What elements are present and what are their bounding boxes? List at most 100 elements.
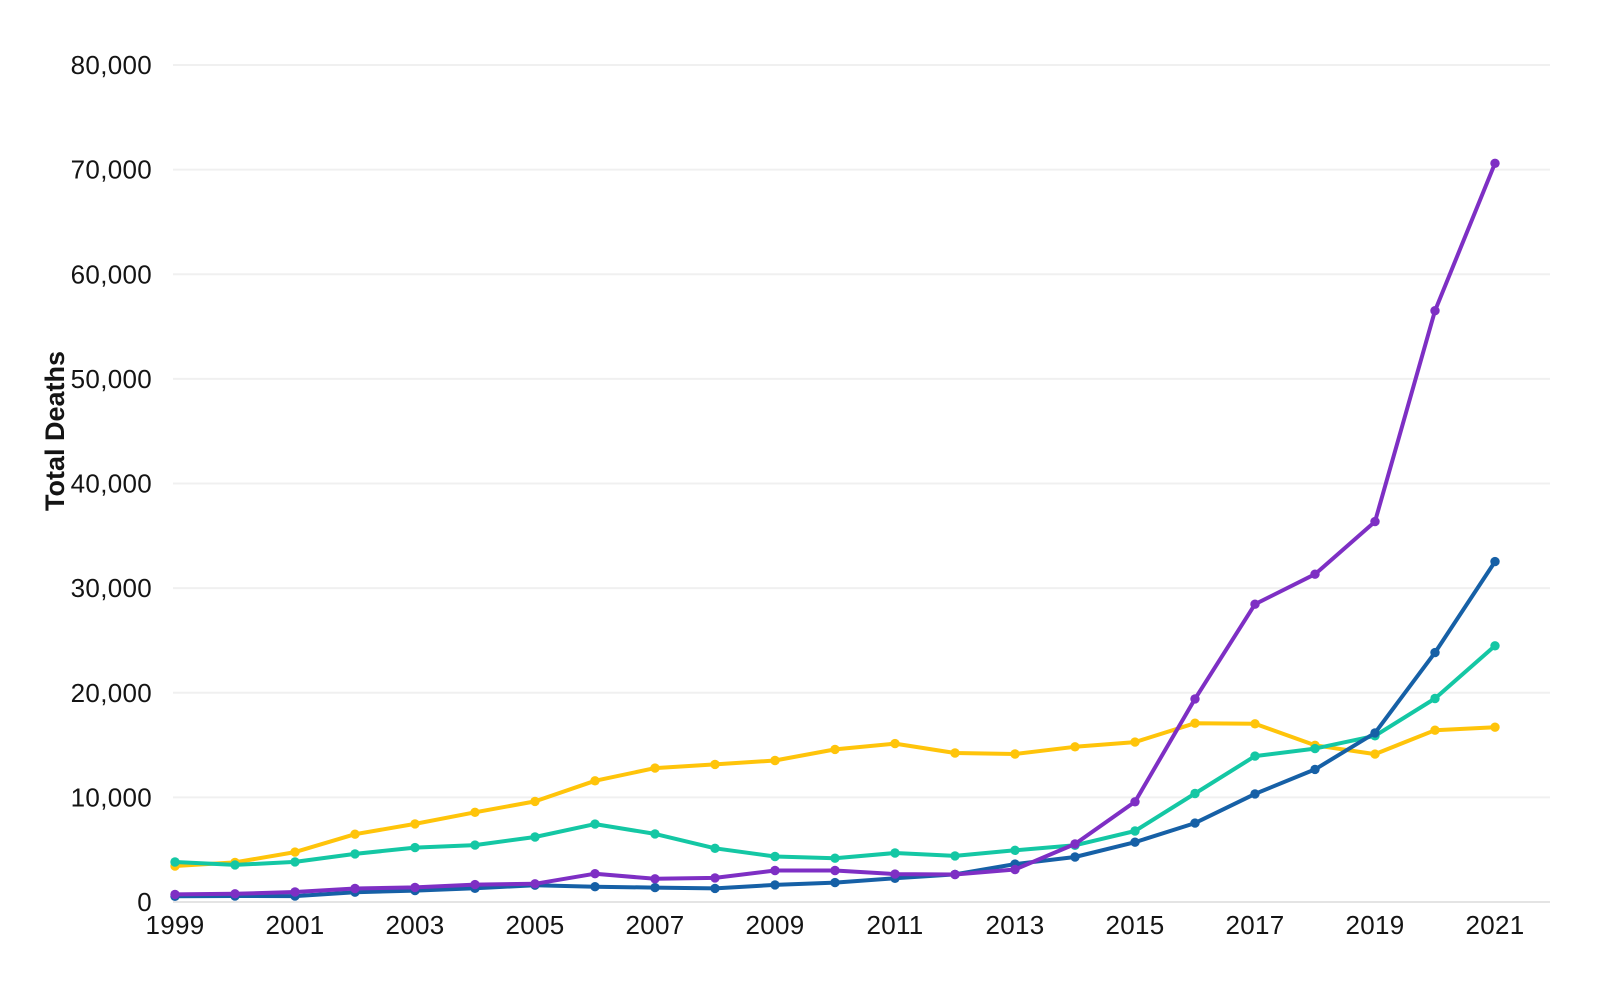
x-tick-labels: 1999 2001 2003 2005 2007 2009 2011 2013 2015 2017… bbox=[145, 910, 1524, 940]
data-point-purple bbox=[1250, 599, 1260, 609]
y-tick-labels: 0 10,000 20,000 30,000 40,000 50,000 60,000 70,… bbox=[71, 50, 152, 917]
data-point-teal bbox=[1310, 743, 1320, 754]
data-point-teal bbox=[770, 851, 780, 862]
data-point-yellow bbox=[410, 819, 420, 829]
data-point-teal bbox=[350, 849, 360, 859]
data-point-yellow bbox=[1190, 718, 1200, 728]
data-point-teal bbox=[410, 842, 420, 853]
series-line-blue bbox=[173, 559, 1497, 899]
data-point-teal bbox=[1490, 641, 1500, 651]
data-point-teal bbox=[590, 819, 600, 829]
y-tick-label: 10,000 bbox=[71, 782, 152, 812]
data-point-teal bbox=[170, 857, 180, 867]
data-point-yellow bbox=[590, 776, 600, 786]
data-point-purple bbox=[170, 889, 180, 900]
data-point-teal bbox=[1250, 751, 1260, 761]
data-point-blue bbox=[1250, 789, 1260, 799]
x-tick-label: 2013 bbox=[985, 910, 1044, 940]
data-point-yellow bbox=[830, 744, 840, 755]
data-point-blue bbox=[650, 882, 660, 893]
data-point-yellow bbox=[1070, 742, 1080, 752]
data-point-teal bbox=[530, 832, 540, 842]
y-tick-label: 30,000 bbox=[71, 573, 152, 603]
data-point-teal bbox=[1430, 693, 1440, 704]
data-point-purple bbox=[770, 865, 780, 876]
data-point-yellow bbox=[1370, 749, 1380, 759]
data-point-blue bbox=[1070, 852, 1080, 862]
y-tick-label: 80,000 bbox=[71, 50, 152, 80]
data-point-purple bbox=[410, 882, 420, 893]
data-point-purple bbox=[1490, 158, 1500, 168]
data-point-yellow bbox=[1010, 749, 1020, 759]
data-point-purple bbox=[350, 883, 360, 894]
data-point-teal bbox=[830, 853, 840, 863]
data-point-yellow bbox=[770, 755, 780, 766]
data-point-purple bbox=[710, 873, 720, 883]
data-point-blue bbox=[710, 883, 720, 894]
x-tick-label: 1999 bbox=[145, 910, 204, 940]
data-point-purple bbox=[650, 874, 660, 884]
y-tick-label: 50,000 bbox=[71, 364, 152, 394]
x-tick-label: 2003 bbox=[385, 910, 444, 940]
data-point-blue bbox=[1430, 647, 1440, 658]
x-tick-label: 2015 bbox=[1105, 910, 1164, 940]
x-tick-label: 2001 bbox=[265, 910, 324, 940]
data-point-purple bbox=[1070, 839, 1080, 849]
x-tick-label: 2021 bbox=[1465, 910, 1524, 940]
data-point-teal bbox=[1130, 826, 1140, 836]
data-point-blue bbox=[770, 880, 780, 890]
data-point-purple bbox=[1370, 516, 1380, 527]
data-point-teal bbox=[230, 860, 240, 870]
x-tick-label: 2017 bbox=[1225, 910, 1284, 940]
data-point-purple bbox=[1190, 694, 1200, 704]
data-point-teal bbox=[290, 857, 300, 867]
y-tick-label: 60,000 bbox=[71, 259, 152, 289]
series-line-purple bbox=[173, 161, 1497, 897]
data-point-purple bbox=[470, 879, 480, 890]
data-point-teal bbox=[890, 848, 900, 858]
series-line-yellow bbox=[173, 721, 1497, 868]
data-point-purple bbox=[1310, 569, 1320, 579]
data-point-yellow bbox=[1130, 737, 1140, 747]
data-point-purple bbox=[830, 865, 840, 876]
data-point-yellow bbox=[650, 763, 660, 773]
data-point-yellow bbox=[1430, 725, 1440, 735]
data-point-teal bbox=[1190, 788, 1200, 799]
x-tick-label: 2005 bbox=[505, 910, 564, 940]
y-tick-label: 0 bbox=[137, 887, 152, 917]
data-point-teal bbox=[470, 840, 480, 850]
y-tick-label: 40,000 bbox=[71, 469, 152, 499]
data-point-yellow bbox=[470, 807, 480, 817]
data-point-blue bbox=[830, 877, 840, 888]
data-point-teal bbox=[950, 851, 960, 861]
data-point-yellow bbox=[290, 847, 300, 857]
y-tick-label: 20,000 bbox=[71, 678, 152, 708]
data-point-yellow bbox=[1490, 722, 1500, 732]
data-point-yellow bbox=[1250, 719, 1260, 729]
x-tick-label: 2009 bbox=[745, 910, 804, 940]
data-point-purple bbox=[950, 869, 960, 880]
data-point-purple bbox=[1430, 306, 1440, 316]
x-tick-label: 2019 bbox=[1345, 910, 1404, 940]
data-point-yellow bbox=[530, 796, 540, 807]
data-point-purple bbox=[530, 879, 540, 889]
data-point-blue bbox=[1310, 764, 1320, 775]
y-tick-label: 70,000 bbox=[71, 155, 152, 185]
y-axis-title: Total Deaths bbox=[40, 351, 70, 511]
data-point-purple bbox=[1130, 797, 1140, 807]
data-point-purple bbox=[1010, 864, 1020, 875]
data-point-teal bbox=[1010, 845, 1020, 855]
data-point-purple bbox=[590, 869, 600, 879]
data-point-blue bbox=[1130, 837, 1140, 847]
data-point-blue bbox=[1190, 818, 1200, 828]
data-point-purple bbox=[230, 889, 240, 899]
data-point-yellow bbox=[710, 759, 720, 770]
data-point-teal bbox=[710, 843, 720, 853]
x-tick-label: 2011 bbox=[866, 910, 923, 940]
data-point-yellow bbox=[350, 829, 360, 839]
x-tick-label: 2007 bbox=[625, 910, 684, 940]
data-point-blue bbox=[590, 882, 600, 892]
series-layer bbox=[170, 158, 1500, 901]
